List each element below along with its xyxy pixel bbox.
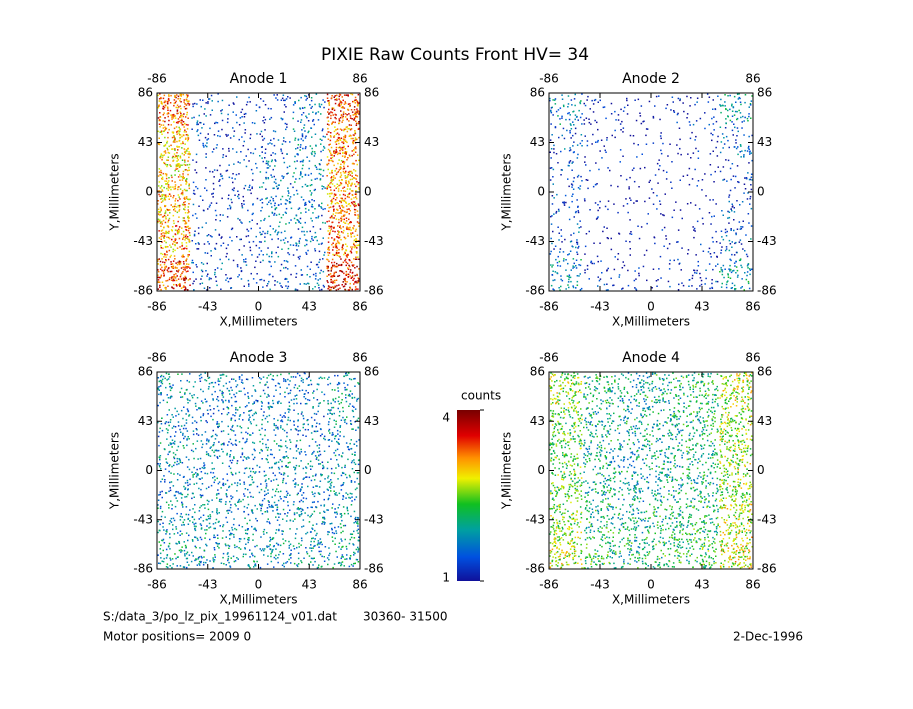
y-tick-label-right: -43 [757, 512, 777, 526]
x-axis-label: X,Millimeters [612, 593, 690, 607]
x-tick-label: -43 [590, 300, 610, 314]
x-tick-label: 43 [302, 578, 317, 592]
x-tick-label-top: 86 [745, 351, 760, 365]
x-tick-label: 0 [647, 300, 655, 314]
y-axis-label: Y,Millimeters [108, 432, 122, 510]
y-tick-label-right: 43 [757, 135, 772, 149]
x-tick-label: 86 [745, 578, 760, 592]
y-tick-label: 0 [145, 185, 153, 199]
y-tick-label-right: 0 [364, 463, 372, 477]
y-tick-label-right: 86 [364, 86, 379, 100]
panel-title: Anode 1 [230, 71, 288, 87]
colorbar-tick-label: 4 [442, 411, 450, 425]
y-tick-label-right: 43 [364, 135, 379, 149]
y-tick-label-right: 0 [364, 185, 372, 199]
x-tick-label: -43 [198, 578, 218, 592]
y-tick-label: 86 [530, 86, 545, 100]
y-tick-label: 0 [537, 185, 545, 199]
y-tick-label: 43 [138, 135, 153, 149]
x-tick-label: -43 [590, 578, 610, 592]
y-tick-label-right: -86 [757, 284, 777, 298]
footer-motor: Motor positions= 2009 0 [103, 630, 251, 644]
y-axis-label: Y,Millimeters [108, 153, 122, 231]
y-tick-label-right: 0 [757, 185, 765, 199]
y-tick-label: -43 [133, 234, 153, 248]
panel-title: Anode 3 [230, 350, 288, 366]
x-tick-label: -86 [539, 578, 559, 592]
y-tick-label-right: 0 [757, 463, 765, 477]
x-tick-label: 0 [255, 578, 263, 592]
x-tick-label-top: -86 [539, 72, 559, 86]
y-tick-label: -43 [525, 234, 545, 248]
y-tick-label: 86 [530, 365, 545, 379]
y-tick-label: -86 [525, 562, 545, 576]
page-title: PIXIE Raw Counts Front HV= 34 [321, 45, 589, 65]
x-tick-label-top: -86 [539, 351, 559, 365]
y-tick-label-right: -86 [757, 562, 777, 576]
y-tick-label: 0 [145, 463, 153, 477]
footer-range: 30360- 31500 [363, 610, 448, 624]
x-axis-label: X,Millimeters [219, 315, 297, 329]
x-tick-label-top: -86 [147, 351, 167, 365]
y-tick-label-right: -43 [364, 234, 384, 248]
y-tick-label-right: 43 [757, 414, 772, 428]
x-tick-label-top: -86 [147, 72, 167, 86]
x-tick-label: 86 [745, 300, 760, 314]
panel-title: Anode 4 [622, 350, 680, 366]
footer-file: S:/data_3/po_lz_pix_19961124_v01.dat [103, 610, 337, 624]
x-tick-label: 43 [694, 300, 709, 314]
x-tick-label: -86 [147, 578, 167, 592]
colorbar-tick-label: 1 [442, 571, 450, 585]
y-tick-label: -86 [525, 284, 545, 298]
y-tick-label-right: 86 [364, 365, 379, 379]
x-tick-label: -86 [147, 300, 167, 314]
y-tick-label-right: -43 [364, 512, 384, 526]
y-tick-label-right: -86 [364, 562, 384, 576]
x-tick-label: 43 [694, 578, 709, 592]
x-axis-label: X,Millimeters [219, 593, 297, 607]
y-tick-label: 43 [530, 414, 545, 428]
x-axis-label: X,Millimeters [612, 315, 690, 329]
y-tick-label: -43 [133, 512, 153, 526]
footer-date: 2-Dec-1996 [733, 630, 803, 644]
y-tick-label-right: 86 [757, 86, 772, 100]
y-tick-label: -86 [133, 284, 153, 298]
y-tick-label-right: -86 [364, 284, 384, 298]
y-tick-label: 43 [138, 414, 153, 428]
x-tick-label: -86 [539, 300, 559, 314]
x-tick-label: 86 [352, 578, 367, 592]
y-tick-label-right: -43 [757, 234, 777, 248]
x-tick-label-top: 86 [745, 72, 760, 86]
x-tick-label: 0 [647, 578, 655, 592]
x-tick-label: 43 [302, 300, 317, 314]
x-tick-label-top: 86 [352, 351, 367, 365]
y-axis-label: Y,Millimeters [500, 432, 514, 510]
y-tick-label: 0 [537, 463, 545, 477]
y-tick-label: 86 [138, 365, 153, 379]
colorbar-label: counts [461, 389, 501, 403]
y-tick-label-right: 43 [364, 414, 379, 428]
y-axis-label: Y,Millimeters [500, 153, 514, 231]
y-tick-label: 43 [530, 135, 545, 149]
y-tick-label-right: 86 [757, 365, 772, 379]
colorbar [457, 410, 480, 581]
y-tick-label: 86 [138, 86, 153, 100]
y-tick-label: -43 [525, 512, 545, 526]
y-tick-label: -86 [133, 562, 153, 576]
x-tick-label: -43 [198, 300, 218, 314]
x-tick-label: 86 [352, 300, 367, 314]
x-tick-label-top: 86 [352, 72, 367, 86]
x-tick-label: 0 [255, 300, 263, 314]
panel-title: Anode 2 [622, 71, 680, 87]
